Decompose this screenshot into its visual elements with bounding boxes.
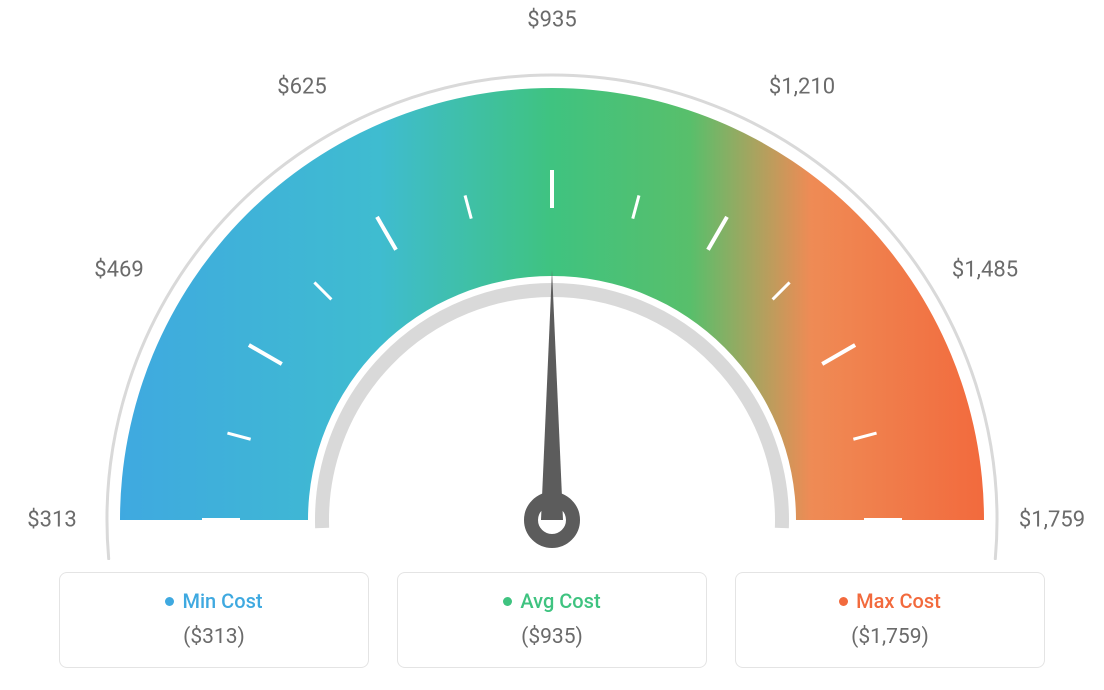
dot-icon (165, 597, 174, 606)
legend-value-min: ($313) (60, 625, 368, 649)
legend-label-avg: Avg Cost (520, 589, 600, 613)
legend-card-max: Max Cost ($1,759) (735, 572, 1045, 668)
legend-label-min: Min Cost (182, 589, 262, 613)
legend-title-avg: Avg Cost (503, 589, 600, 613)
legend-value-max: ($1,759) (736, 625, 1044, 649)
legend-title-min: Min Cost (165, 589, 262, 613)
legend-label-max: Max Cost (856, 589, 941, 613)
tick-label: $625 (277, 74, 326, 99)
tick-label: $1,759 (1019, 508, 1085, 533)
legend-value-avg: ($935) (398, 625, 706, 649)
tick-label: $1,485 (952, 258, 1018, 283)
tick-label: $469 (94, 258, 143, 283)
tick-label: $935 (527, 8, 576, 33)
legend-card-avg: Avg Cost ($935) (397, 572, 707, 668)
tick-label: $313 (27, 508, 76, 533)
tick-label: $1,210 (769, 74, 835, 99)
gauge-svg (0, 0, 1104, 560)
dot-icon (839, 597, 848, 606)
chart-container: $313 $469 $625 $935 $1,210 $1,485 $1,759 Min C… (0, 0, 1104, 690)
legend-title-max: Max Cost (839, 589, 941, 613)
legend-card-min: Min Cost ($313) (59, 572, 369, 668)
legend-row: Min Cost ($313) Avg Cost ($935) Max Cost… (0, 572, 1104, 668)
gauge-area: $313 $469 $625 $935 $1,210 $1,485 $1,759 (0, 0, 1104, 560)
dot-icon (503, 597, 512, 606)
